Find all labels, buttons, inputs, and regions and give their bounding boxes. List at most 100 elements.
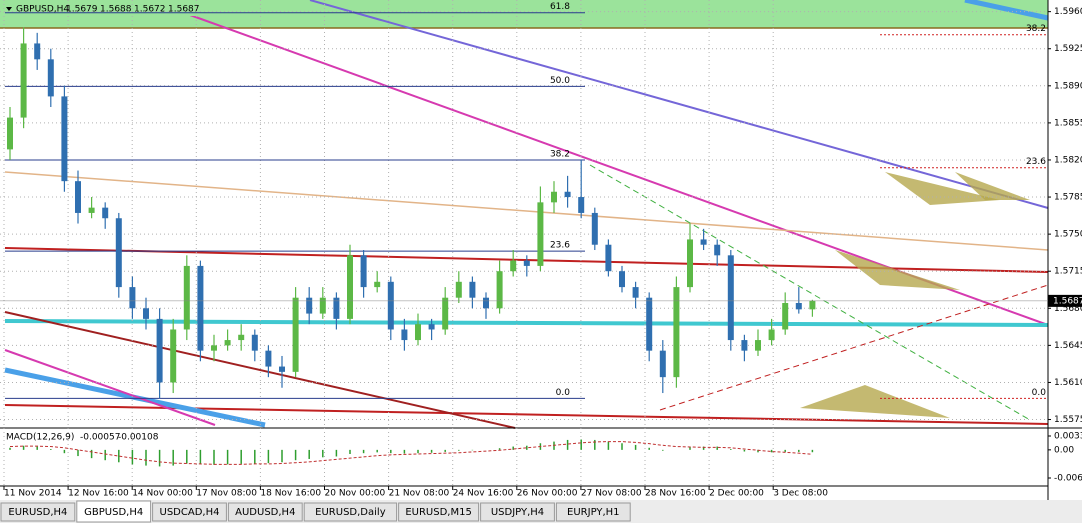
- candle-body: [646, 297, 653, 351]
- candle-body: [619, 271, 625, 288]
- candle-body: [75, 181, 81, 213]
- tab-label[interactable]: EURUSD,H4: [8, 507, 67, 518]
- pattern: [800, 385, 950, 418]
- candle-body: [700, 239, 707, 245]
- ohlc-value: 1.5688: [100, 5, 132, 15]
- y-tick-label: 1.5785: [1054, 193, 1082, 203]
- y-tick-label: 1.5890: [1054, 81, 1082, 91]
- candle-body: [605, 244, 612, 272]
- fib-label: 50.0: [550, 76, 570, 86]
- tab-label[interactable]: EURUSD,Daily: [315, 507, 386, 518]
- y-tick-label: 1.5575: [1054, 415, 1082, 425]
- candle-body: [727, 255, 734, 341]
- candle-body: [7, 117, 13, 150]
- trend-line: [4, 349, 216, 426]
- tab-label[interactable]: GBPUSD,H4: [84, 507, 143, 518]
- candle-body: [347, 255, 353, 319]
- trend-line: [4, 319, 1049, 327]
- candle-body: [401, 329, 408, 341]
- y-tick-label: 1.5820: [1054, 155, 1082, 165]
- menu-arrow[interactable]: [6, 7, 12, 11]
- candle-body: [265, 350, 272, 367]
- y-tick-label: -0.0068: [1054, 474, 1082, 484]
- candle-body: [483, 297, 489, 309]
- candle-body: [238, 334, 245, 341]
- current-price: 1.5687: [1053, 296, 1082, 306]
- macd-title: MACD(12,26,9): [6, 433, 74, 443]
- candle-body: [551, 191, 557, 203]
- x-tick-label: 17 Nov 08:00: [196, 489, 257, 499]
- candle-body: [156, 318, 163, 383]
- candle-body: [115, 218, 122, 288]
- tab-label[interactable]: USDCAD,H4: [160, 507, 220, 518]
- fib-label: 38.2: [550, 149, 570, 159]
- tab[interactable]: [0, 502, 76, 522]
- fib-label: 0.0: [1032, 388, 1047, 398]
- y-tick-label: 0.00: [1054, 445, 1074, 455]
- candle-body: [129, 287, 136, 309]
- x-tick-label: 2 Dec 00:00: [709, 489, 764, 499]
- y-tick-label: 1.5960: [1054, 7, 1082, 17]
- candle-body: [183, 265, 190, 330]
- candle-body: [333, 297, 340, 319]
- fib-label: 23.6: [550, 241, 570, 251]
- trend-lines: [4, 0, 1049, 429]
- tab-label[interactable]: EURJPY,H1: [567, 507, 620, 518]
- candle-body: [632, 287, 639, 298]
- tab[interactable]: [303, 502, 398, 522]
- candle-body: [279, 366, 285, 372]
- candle-body: [442, 297, 449, 330]
- trend-line: [589, 164, 1031, 421]
- y-tick-label: 1.5645: [1054, 341, 1082, 351]
- macd-value: -0.00057: [80, 433, 120, 443]
- symbol: GBPUSD,H4: [16, 5, 69, 15]
- trend-line: [4, 311, 516, 429]
- ohlc-value: 1.5687: [168, 5, 200, 15]
- tab[interactable]: [76, 500, 152, 523]
- candle-body: [687, 239, 693, 288]
- macd-signal: [9, 441, 813, 465]
- pattern: [885, 172, 1000, 205]
- fib-label: 61.8: [550, 2, 570, 12]
- pattern: [835, 250, 960, 290]
- tab[interactable]: [152, 502, 227, 522]
- y-tick-label: 1.5855: [1054, 118, 1082, 128]
- price-box: [1048, 294, 1082, 307]
- x-tick-label: 28 Nov 16:00: [645, 489, 706, 499]
- y-tick-label: 1.5715: [1054, 267, 1082, 277]
- fib-label: 0.0: [556, 388, 571, 398]
- candle-body: [251, 334, 258, 351]
- candle-body: [360, 255, 367, 288]
- tab[interactable]: [480, 502, 555, 522]
- ohlc-value: 1.5679: [66, 5, 98, 15]
- x-tick-label: 20 Nov 00:00: [325, 489, 386, 499]
- x-tick-label: 27 Nov 08:00: [581, 489, 642, 499]
- y-tick-label: 1.5610: [1054, 378, 1082, 388]
- candle-body: [306, 297, 313, 314]
- y-tick-label: 1.5750: [1054, 230, 1082, 240]
- pattern: [955, 172, 1030, 200]
- tab-label[interactable]: USDJPY,H4: [491, 507, 544, 518]
- candle-body: [143, 308, 149, 319]
- macd-value: -0.00108: [118, 433, 159, 443]
- tab[interactable]: [398, 502, 480, 522]
- y-tick-label: 0.0033: [1054, 432, 1082, 442]
- candle-body: [510, 260, 517, 272]
- candle-body: [102, 207, 109, 219]
- candle-body: [211, 345, 217, 351]
- candle-body: [455, 281, 462, 298]
- candle-body: [197, 265, 204, 351]
- tab-label[interactable]: AUDUSD,H4: [235, 507, 295, 518]
- candle-body: [88, 207, 95, 213]
- candle-body: [415, 324, 421, 341]
- candle-body: [496, 271, 503, 309]
- candle-body: [170, 329, 177, 383]
- candle-body: [782, 302, 789, 330]
- candle-body: [659, 350, 666, 378]
- tab[interactable]: [555, 502, 631, 522]
- y-tick-label: 1.5925: [1054, 44, 1082, 54]
- candle-body: [374, 281, 381, 288]
- tab-label[interactable]: EURUSD,M15: [405, 507, 471, 518]
- x-tick-label: 21 Nov 08:00: [389, 489, 450, 499]
- tab[interactable]: [227, 502, 303, 522]
